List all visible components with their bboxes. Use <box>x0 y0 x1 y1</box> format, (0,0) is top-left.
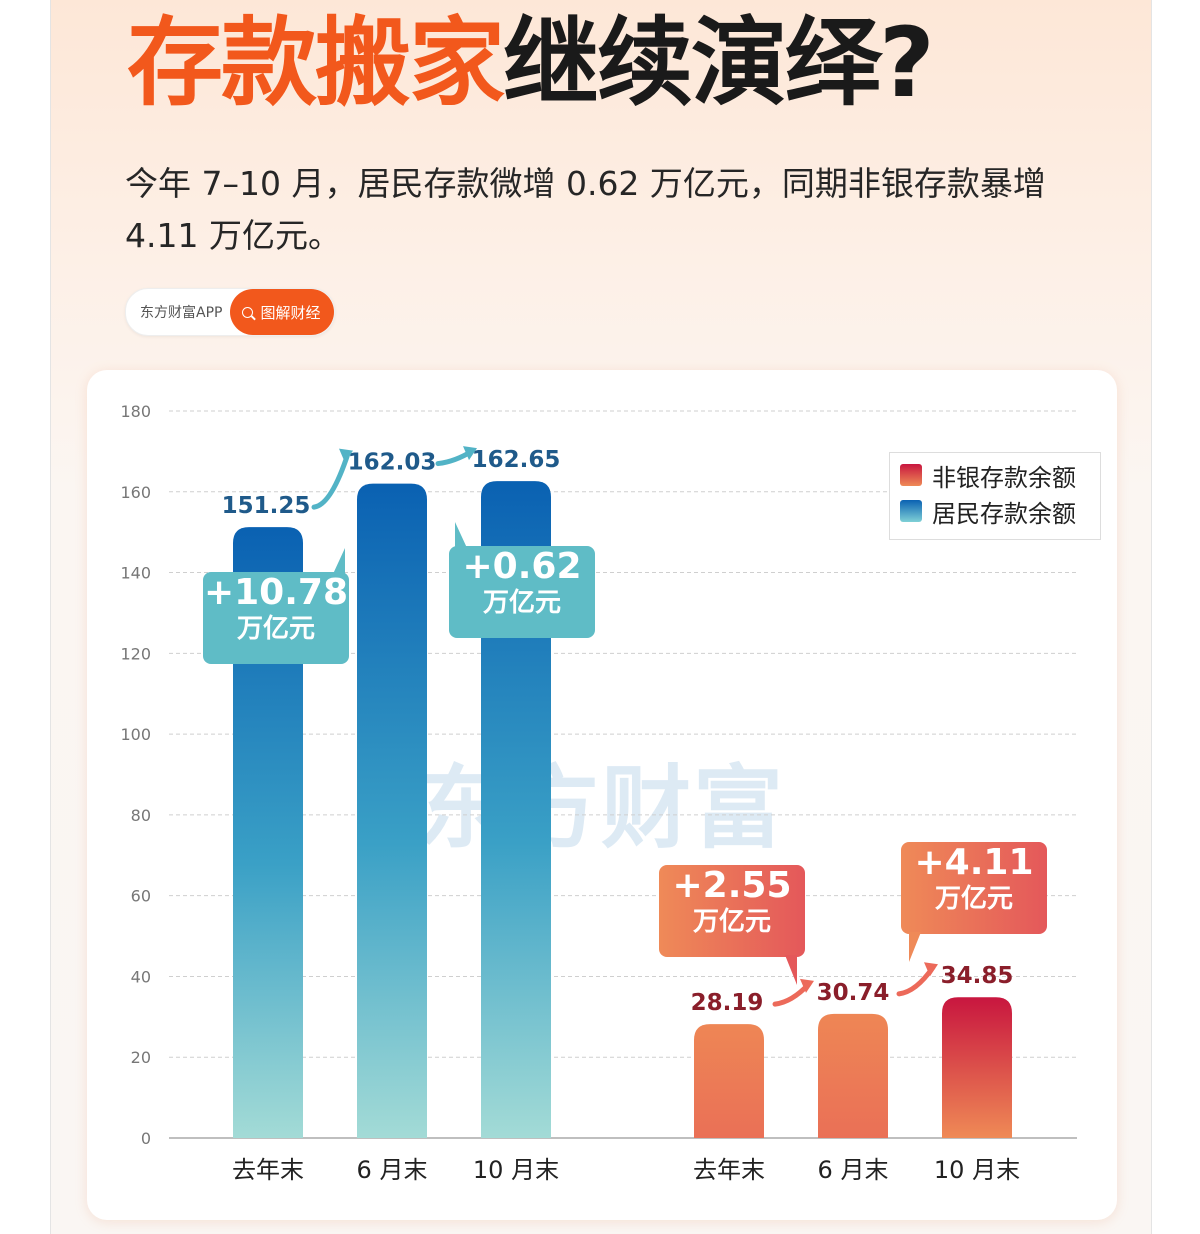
legend-swatch-resident <box>900 500 922 522</box>
brand-tag[interactable]: 图解财经 <box>230 289 335 335</box>
page-frame: 存款搬家继续演绎? 今年 7–10 月，居民存款微增 0.62 万亿元，同期非银… <box>50 0 1152 1234</box>
x-category-label: 10 月末 <box>934 1156 1020 1184</box>
title-rest: 继续演绎? <box>503 7 935 119</box>
x-category-label: 6 月末 <box>818 1156 889 1184</box>
y-tick-label: 80 <box>131 806 151 825</box>
brand-tag-label: 图解财经 <box>260 303 321 322</box>
callout-tail <box>785 955 797 985</box>
callout-amount: +10.78 <box>203 572 349 613</box>
callout-amount: +4.11 <box>914 842 1034 883</box>
callout-tail <box>333 548 345 574</box>
legend-item-resident: 居民存款余额 <box>890 493 1100 529</box>
callout-unit: 万亿元 <box>482 588 561 618</box>
callout-unit: 万亿元 <box>236 614 315 644</box>
y-tick-label: 100 <box>120 725 151 744</box>
bar-nonbank-0 <box>694 1024 764 1138</box>
search-icon <box>242 306 254 318</box>
data-label: 151.25 <box>222 493 311 519</box>
callout-amount: +0.62 <box>462 546 582 587</box>
page-title: 存款搬家继续演绎? <box>127 4 935 122</box>
callout-nonbank-h2: +4.11 万亿元 <box>901 842 1047 962</box>
watermark: 东方财富 <box>417 756 785 861</box>
callout-unit: 万亿元 <box>692 907 771 937</box>
y-tick-label: 60 <box>131 887 151 906</box>
x-category-label: 去年末 <box>232 1156 304 1184</box>
chart-legend: 非银存款余额 居民存款余额 <box>889 452 1101 540</box>
y-tick-label: 20 <box>131 1048 151 1067</box>
callout-nonbank-h1: +2.55 万亿元 <box>659 865 805 985</box>
bar-nonbank-2 <box>942 997 1012 1138</box>
chart-card: 东方财富 0 20 40 60 80 100 120 140 160 180 去年末 6 月末 10 月… <box>87 370 1117 1220</box>
arrow-head-icon <box>339 448 353 463</box>
y-tick-label: 180 <box>120 402 151 421</box>
callout-unit: 万亿元 <box>934 884 1013 914</box>
legend-label-resident: 居民存款余额 <box>932 499 1076 528</box>
brand-name: 东方财富APP <box>140 305 223 321</box>
data-label: 34.85 <box>941 963 1014 989</box>
legend-label-nonbank: 非银存款余额 <box>932 463 1076 492</box>
callout-amount: +2.55 <box>672 865 792 906</box>
y-tick-label: 120 <box>120 644 151 663</box>
callout-tail <box>909 932 921 962</box>
arrow-head-icon <box>800 978 814 993</box>
title-highlight: 存款搬家 <box>127 7 505 119</box>
callout-resident-h1: +10.78 万亿元 <box>203 548 349 664</box>
bar-resident-1 <box>357 483 427 1138</box>
arrow-head-icon <box>924 962 938 977</box>
bar-resident-2 <box>481 481 551 1138</box>
legend-item-nonbank: 非银存款余额 <box>890 457 1100 493</box>
legend-swatch-nonbank <box>900 464 922 486</box>
y-tick-label: 0 <box>141 1129 151 1148</box>
trend-arrow <box>311 451 351 510</box>
arrow-head-icon <box>463 446 477 461</box>
y-tick-label: 140 <box>120 564 151 583</box>
callout-resident-h2: +0.62 万亿元 <box>449 522 595 638</box>
x-category-label: 6 月末 <box>357 1156 428 1184</box>
y-tick-label: 40 <box>131 967 151 986</box>
data-label: 162.03 <box>348 450 437 476</box>
subtitle: 今年 7–10 月，居民存款微增 0.62 万亿元，同期非银存款暴增 4.11 … <box>125 164 1046 255</box>
y-tick-label: 160 <box>120 483 151 502</box>
data-label: 28.19 <box>691 990 764 1016</box>
brand-badge: 东方财富APP 图解财经 <box>125 288 336 336</box>
data-label: 30.74 <box>817 980 890 1006</box>
data-label: 162.65 <box>472 447 561 473</box>
x-category-label: 去年末 <box>693 1156 765 1184</box>
bar-resident-0 <box>233 527 303 1138</box>
callout-tail <box>455 522 467 548</box>
bar-nonbank-1 <box>818 1013 888 1138</box>
x-category-label: 10 月末 <box>473 1156 559 1184</box>
